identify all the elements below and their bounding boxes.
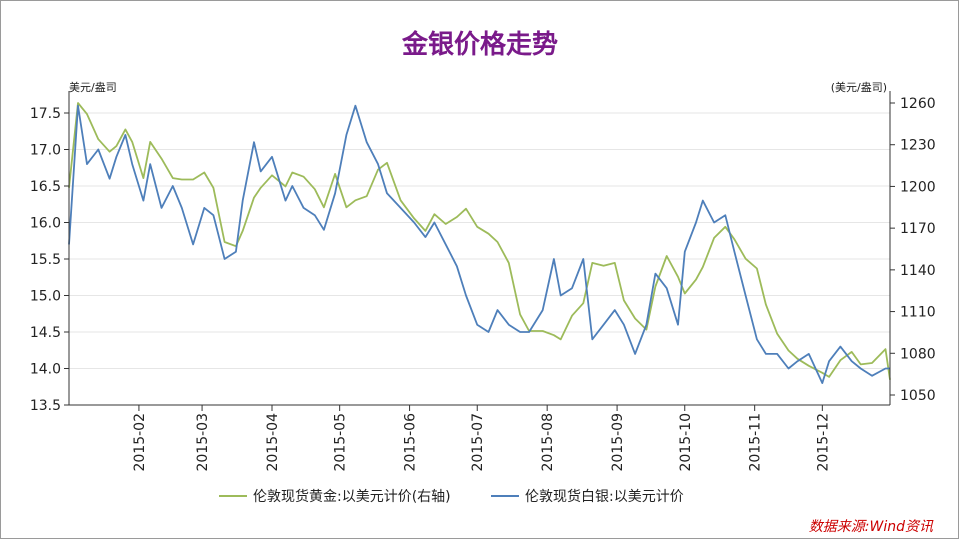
x-tick-label: 2015-02 (132, 413, 148, 472)
x-tick-label: 2015-07 (470, 413, 486, 472)
right-tick-label: 1260 (900, 96, 936, 112)
right-tick-label: 1140 (900, 263, 936, 279)
right-tick-label: 1050 (900, 388, 936, 404)
series-line-silver (68, 104, 890, 385)
x-tick-label: 2015-06 (403, 413, 419, 472)
right-tick-label: 1230 (900, 138, 936, 154)
left-tick-label: 16.5 (30, 179, 61, 195)
legend: 伦敦现货黄金:以美元计价(右轴) 伦敦现货白银:以美元计价 (219, 488, 684, 505)
x-tick-label: 2015-05 (333, 413, 349, 472)
left-tick-label: 14.0 (30, 362, 61, 378)
series-line-gold (68, 102, 891, 380)
left-tick-label: 16.0 (30, 216, 61, 232)
axis-layer: 13.5 14.0 14.5 15.0 15.5 16.0 16.5 17.0 17.5 1050… (30, 91, 936, 472)
right-axis-unit: (美元/盎司) (831, 80, 887, 94)
x-tick-label: 2015-10 (678, 413, 694, 472)
right-tick-label: 1200 (900, 179, 936, 195)
x-tick-label: 2015-03 (195, 413, 211, 472)
left-tick-label: 17.5 (30, 106, 61, 122)
x-tick-label: 2015-08 (540, 413, 556, 472)
data-source-note: 数据来源:Wind资讯 (809, 519, 934, 535)
legend-gold-label: 伦敦现货黄金:以美元计价(右轴) (253, 488, 451, 505)
left-tick-label: 15.5 (30, 252, 61, 268)
right-tick-label: 1080 (900, 346, 936, 362)
x-tick-label: 2015-04 (265, 413, 281, 472)
x-tick-label: 2015-11 (748, 413, 764, 472)
grid-layer (69, 112, 890, 406)
chart-title: 金银价格走势 (401, 29, 558, 60)
left-tick-label: 13.5 (30, 398, 61, 414)
left-axis-unit: 美元/盎司 (69, 80, 117, 94)
series-layer (68, 102, 891, 385)
x-tick-label: 2015-12 (815, 413, 831, 472)
right-tick-label: 1170 (900, 221, 936, 237)
left-tick-label: 14.5 (30, 325, 61, 341)
left-tick-label: 17.0 (30, 143, 61, 159)
x-tick-label: 2015-09 (610, 413, 626, 472)
right-tick-label: 1110 (900, 305, 936, 321)
left-tick-label: 15.0 (30, 289, 61, 305)
legend-silver-label: 伦敦现货白银:以美元计价 (525, 488, 684, 505)
